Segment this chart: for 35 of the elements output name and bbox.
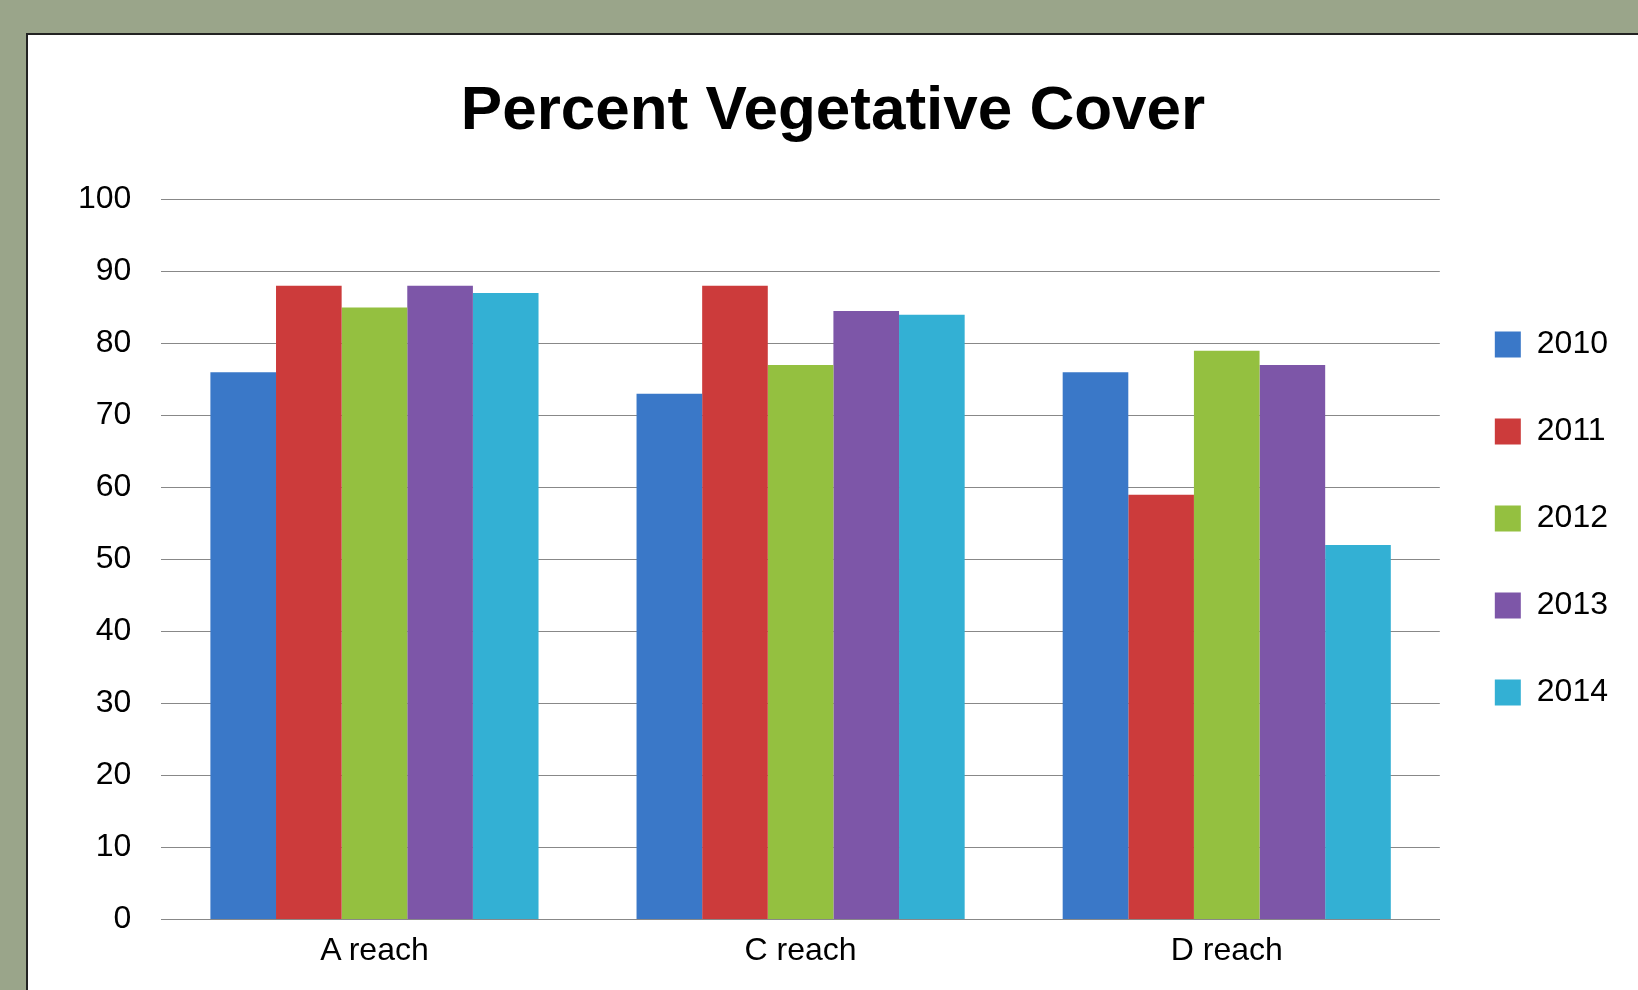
y-tick-label: 10 (95, 827, 132, 864)
legend-label: 2014 (1536, 672, 1608, 709)
bar (1325, 545, 1391, 920)
x-tick-label: D reach (1170, 930, 1283, 967)
y-tick-label: 20 (95, 755, 132, 792)
bar (833, 311, 900, 920)
bar (472, 293, 539, 920)
legend-label: 2012 (1536, 498, 1608, 535)
y-tick-label: 90 (95, 251, 132, 288)
bar (636, 393, 703, 920)
bar (899, 314, 965, 920)
y-tick-label: 100 (78, 179, 132, 216)
legend-label: 2010 (1536, 324, 1608, 361)
bar (407, 285, 473, 920)
bar (276, 285, 342, 920)
bar (1193, 350, 1260, 920)
bar (1259, 365, 1326, 920)
bar (702, 285, 768, 920)
y-tick-label: 60 (95, 467, 132, 504)
legend-label: 2013 (1536, 585, 1608, 622)
bar (210, 372, 277, 920)
y-tick-label: 0 (113, 899, 132, 936)
y-tick-label: 70 (95, 395, 132, 432)
bar (1128, 494, 1194, 920)
y-tick-label: 50 (95, 539, 132, 576)
bar (767, 365, 834, 920)
bar (341, 307, 408, 920)
y-tick-label: 40 (95, 611, 132, 648)
legend-label: 2011 (1536, 411, 1606, 448)
y-tick-label: 80 (95, 323, 132, 360)
y-tick-label: 30 (95, 683, 132, 720)
chart-title: Percent Vegetative Cover (460, 73, 1206, 143)
x-tick-label: C reach (744, 930, 857, 967)
x-tick-label: A reach (320, 930, 429, 967)
bar (1062, 372, 1129, 920)
